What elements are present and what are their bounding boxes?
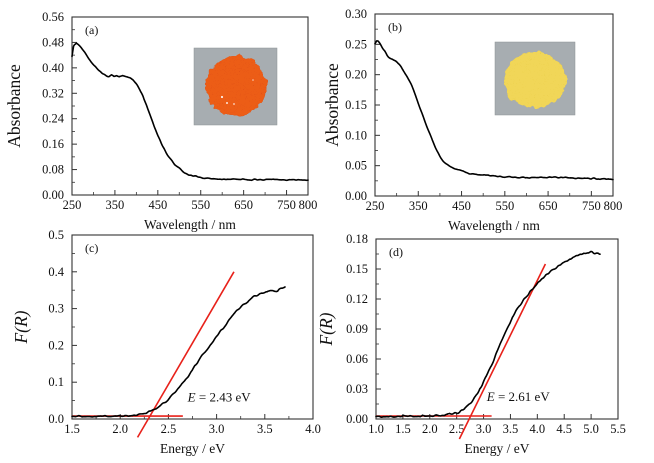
svg-text:3.5: 3.5 <box>503 422 519 436</box>
svg-text:0.15: 0.15 <box>346 262 368 276</box>
svg-text:E = 2.43 eV: E = 2.43 eV <box>187 389 252 404</box>
svg-text:550: 550 <box>191 198 210 212</box>
svg-text:0.40: 0.40 <box>42 61 64 75</box>
svg-text:F(R): F(R) <box>11 310 31 344</box>
svg-text:0.56: 0.56 <box>42 10 64 24</box>
svg-text:4.0: 4.0 <box>305 422 321 436</box>
svg-text:0.00: 0.00 <box>346 412 368 426</box>
svg-text:0.00: 0.00 <box>345 189 367 203</box>
svg-text:750: 750 <box>277 198 296 212</box>
svg-text:0.30: 0.30 <box>345 7 367 21</box>
svg-text:0.00: 0.00 <box>42 188 64 202</box>
svg-text:Absorbance: Absorbance <box>4 64 24 148</box>
svg-text:(b): (b) <box>388 20 402 34</box>
svg-text:2.5: 2.5 <box>161 422 177 436</box>
svg-text:800: 800 <box>604 199 623 213</box>
svg-text:F(R): F(R) <box>316 312 336 346</box>
svg-text:5.0: 5.0 <box>583 422 599 436</box>
svg-text:350: 350 <box>409 199 428 213</box>
svg-text:0.09: 0.09 <box>346 322 368 336</box>
svg-text:0.2: 0.2 <box>48 338 64 352</box>
svg-text:0.3: 0.3 <box>48 302 64 316</box>
svg-text:Energy / eV: Energy / eV <box>465 441 530 456</box>
svg-text:0.1: 0.1 <box>48 375 64 389</box>
svg-text:0.25: 0.25 <box>345 37 367 51</box>
svg-text:450: 450 <box>148 198 167 212</box>
svg-text:0.18: 0.18 <box>346 232 368 246</box>
svg-text:650: 650 <box>539 199 558 213</box>
svg-text:3.0: 3.0 <box>209 422 225 436</box>
svg-text:0.32: 0.32 <box>42 86 64 100</box>
svg-text:750: 750 <box>582 199 601 213</box>
svg-text:5.5: 5.5 <box>610 422 626 436</box>
svg-text:0.0: 0.0 <box>48 412 64 426</box>
svg-text:Wavelength / nm: Wavelength / nm <box>144 217 236 232</box>
svg-text:3.0: 3.0 <box>476 422 492 436</box>
svg-text:3.5: 3.5 <box>257 422 273 436</box>
svg-text:E = 2.61 eV: E = 2.61 eV <box>486 389 551 404</box>
svg-text:0.05: 0.05 <box>345 159 367 173</box>
svg-text:2.0: 2.0 <box>112 422 128 436</box>
svg-text:0.12: 0.12 <box>346 292 368 306</box>
svg-text:1.5: 1.5 <box>64 422 80 436</box>
svg-text:4.5: 4.5 <box>556 422 572 436</box>
svg-text:(a): (a) <box>85 23 98 37</box>
svg-text:450: 450 <box>452 199 471 213</box>
svg-text:550: 550 <box>495 199 514 213</box>
svg-text:2.0: 2.0 <box>422 422 438 436</box>
svg-text:0.10: 0.10 <box>345 128 367 142</box>
svg-text:350: 350 <box>106 198 125 212</box>
svg-text:0.48: 0.48 <box>42 35 64 49</box>
svg-text:Absorbance: Absorbance <box>322 63 342 147</box>
svg-text:0.08: 0.08 <box>42 163 64 177</box>
svg-text:800: 800 <box>299 198 318 212</box>
svg-text:250: 250 <box>366 199 385 213</box>
svg-text:Wavelength / nm: Wavelength / nm <box>448 218 540 233</box>
svg-text:(c): (c) <box>85 241 98 255</box>
svg-text:650: 650 <box>234 198 253 212</box>
svg-text:0.20: 0.20 <box>345 68 367 82</box>
svg-text:1.5: 1.5 <box>395 422 411 436</box>
svg-text:0.15: 0.15 <box>345 98 367 112</box>
svg-text:0.5: 0.5 <box>48 228 64 242</box>
svg-text:4.0: 4.0 <box>530 422 546 436</box>
svg-text:250: 250 <box>63 198 82 212</box>
svg-text:0.16: 0.16 <box>42 137 64 151</box>
svg-text:0.03: 0.03 <box>346 382 368 396</box>
svg-text:0.4: 0.4 <box>48 265 64 279</box>
svg-text:0.24: 0.24 <box>42 112 65 126</box>
svg-text:(d): (d) <box>389 245 403 259</box>
svg-text:Energy / eV: Energy / eV <box>160 441 225 456</box>
svg-text:0.06: 0.06 <box>346 352 368 366</box>
svg-text:1.0: 1.0 <box>368 422 384 436</box>
